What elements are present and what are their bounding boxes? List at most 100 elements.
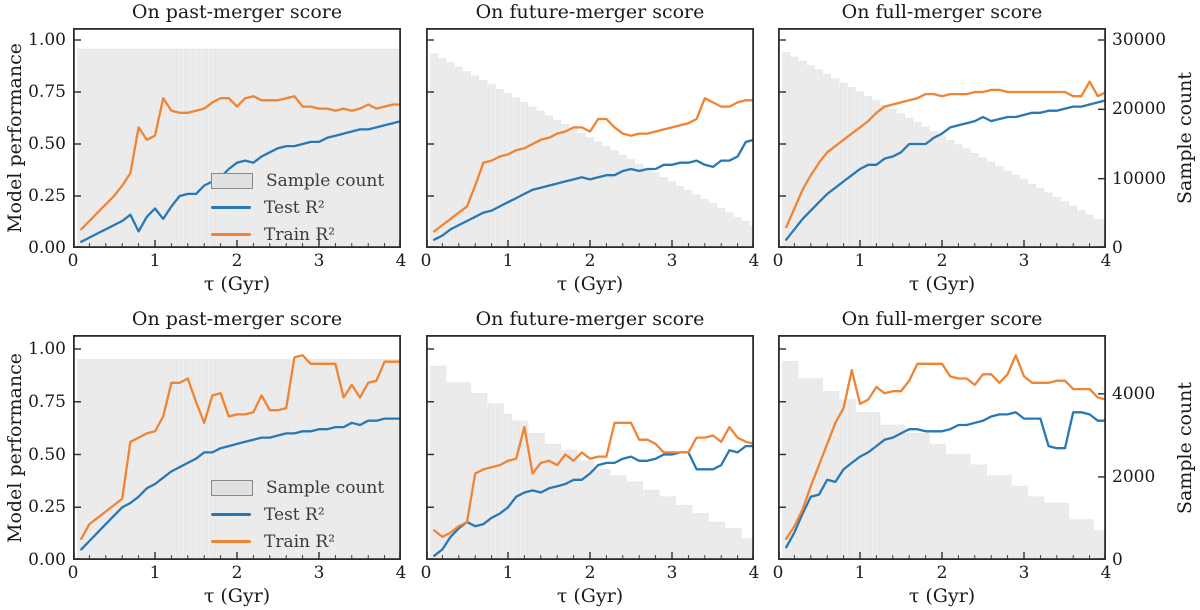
subplot-title: On past-merger score	[131, 1, 343, 23]
hist-bar	[1093, 219, 1102, 248]
hist-bar	[995, 166, 1004, 248]
x-axis-label: τ (Gyr)	[556, 585, 624, 607]
hist-bar	[733, 528, 742, 560]
hist-bar	[618, 475, 627, 560]
hist-bar	[1036, 496, 1045, 560]
hist-bar	[627, 481, 635, 560]
hist-bar	[134, 48, 143, 248]
hist-bar	[561, 450, 570, 560]
legend-item-sample-count: Sample count	[211, 170, 384, 191]
x-tick-label: 3	[666, 563, 678, 583]
hist-bar	[897, 113, 905, 248]
hist-bar	[151, 48, 159, 248]
x-tick-label: 4	[748, 251, 760, 271]
x-tick-label: 2	[584, 251, 596, 271]
hist-bar	[200, 359, 209, 560]
x-tick-label: 2	[936, 563, 948, 583]
y-tick-label: 0.00	[28, 238, 66, 258]
hist-bar	[905, 118, 914, 248]
hist-bar	[388, 359, 397, 560]
hist-bar	[388, 48, 397, 248]
hist-bar	[183, 359, 192, 560]
chart-svg	[778, 28, 1106, 248]
x-axis-label: τ (Gyr)	[203, 585, 271, 607]
hist-bar	[101, 48, 110, 248]
hist-bar	[709, 203, 717, 248]
y-tick-label: 1.00	[28, 30, 66, 50]
subplot-title: On full-merger score	[841, 308, 1043, 330]
x-tick-label: 3	[666, 251, 678, 271]
hist-bar	[504, 413, 512, 560]
hist-bar	[1052, 197, 1061, 248]
plot-spine	[426, 335, 754, 560]
hist-bar	[1085, 519, 1094, 560]
test-r2-line	[785, 411, 1106, 549]
y-tick-label: 0.75	[28, 82, 66, 102]
legend-test-line-icon	[211, 206, 251, 209]
chart-svg	[73, 335, 401, 560]
hist-bar	[1093, 530, 1102, 560]
hist-bar	[938, 135, 946, 248]
right-tick-label: 10000	[1112, 168, 1167, 189]
legend-item-train-r2: Train R²	[211, 224, 384, 245]
hist-bar	[175, 48, 184, 248]
hist-bar	[463, 382, 471, 560]
legend-patch-icon	[211, 479, 253, 496]
right-y-axis-label-bottom: Sample count	[1174, 381, 1196, 515]
legend-label: Test R²	[264, 504, 325, 525]
hist-bar	[962, 454, 971, 560]
x-tick-label: 0	[420, 563, 432, 583]
hist-bar	[888, 424, 897, 560]
sample-count-bars	[782, 52, 1106, 248]
chart-svg	[778, 335, 1106, 560]
hist-bar	[913, 433, 922, 560]
y-tick-label: 0.25	[28, 186, 66, 206]
subplot-bottom-future-merger: On future-merger score τ (Gyr) 0 1 2 3 4	[421, 308, 760, 607]
hist-bar	[487, 84, 496, 248]
hist-bar	[1011, 485, 1020, 560]
legend-train-line-icon	[211, 540, 251, 543]
hist-bar	[495, 88, 504, 248]
sample-count-bars	[430, 365, 754, 560]
hist-bar	[479, 393, 488, 560]
hist-bar	[101, 359, 110, 560]
hist-bar	[454, 66, 463, 248]
hist-bar	[946, 454, 955, 560]
hist-bar	[929, 131, 938, 248]
hist-bar	[602, 146, 611, 248]
x-tick-label: 1	[149, 563, 161, 583]
test-r2-line	[785, 99, 1106, 241]
hist-bar	[183, 48, 192, 248]
hist-bar	[627, 159, 635, 248]
hist-bar	[200, 48, 209, 248]
hist-bar	[504, 93, 512, 248]
hist-bar	[577, 460, 586, 560]
right-tick-label: 0	[1112, 550, 1123, 570]
subplot-title: On future-merger score	[475, 308, 705, 330]
hist-bar	[1044, 192, 1053, 248]
subplot-top-past-merger: On past-merger score τ (Gyr) Sample coun…	[28, 1, 406, 295]
hist-bar	[110, 48, 118, 248]
hist-bar	[970, 153, 979, 248]
hist-bar	[692, 513, 701, 560]
hist-bar	[438, 58, 447, 248]
hist-bar	[569, 128, 578, 248]
hist-bar	[872, 100, 881, 248]
subplot-top-full-merger: On full-merger score τ (Gyr) 0 1 2 3 4 0 10000…	[773, 1, 1167, 295]
legend-label: Train R²	[264, 531, 336, 552]
hist-bar	[782, 361, 791, 560]
hist-bar	[471, 75, 480, 248]
hist-bar	[536, 433, 545, 560]
hist-bar	[839, 82, 848, 248]
hist-bar	[806, 65, 815, 248]
x-axis-label: τ (Gyr)	[203, 273, 271, 295]
hist-bar	[1003, 170, 1012, 248]
hist-bar	[618, 154, 627, 248]
hist-bar	[798, 378, 807, 560]
right-tick-label: 30000	[1112, 30, 1167, 50]
hist-bar	[1011, 174, 1020, 248]
hist-bar	[700, 199, 709, 248]
train-r2-line	[433, 421, 754, 538]
hist-bar	[118, 48, 127, 248]
